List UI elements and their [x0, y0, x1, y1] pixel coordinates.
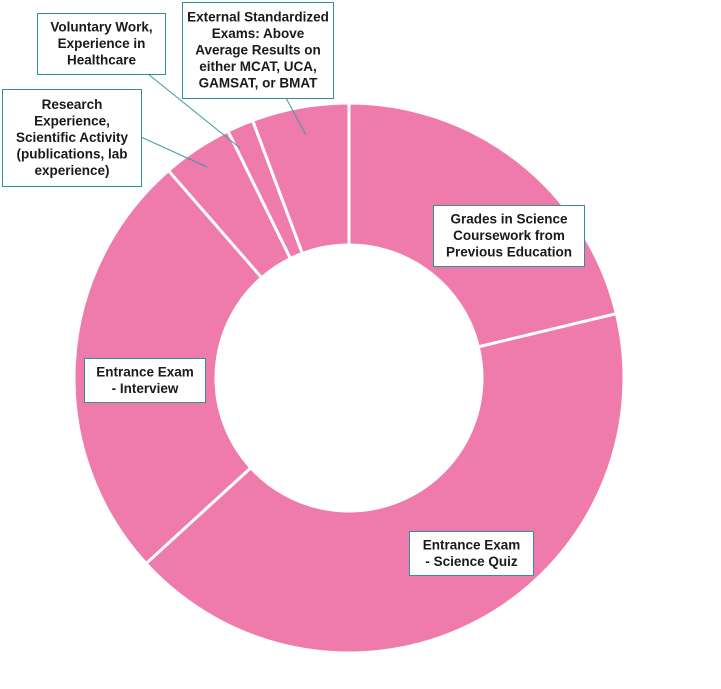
callout-box	[409, 531, 534, 576]
callout-text-line: either MCAT, UCA,	[199, 59, 317, 74]
callout-2: Entrance Exam - Science Quiz	[409, 531, 534, 576]
callout-text-line: experience)	[34, 163, 109, 178]
callout-box	[2, 89, 142, 187]
callout-text-line: Research	[42, 97, 103, 112]
callout-text-line: (publications, lab	[16, 147, 127, 162]
callout-box	[182, 2, 334, 99]
callout-text-line: - Science Quiz	[425, 554, 518, 569]
callout-text-line: Average Results on	[195, 43, 321, 58]
leader-line-5	[147, 73, 241, 149]
callout-text-line: Voluntary Work,	[50, 20, 152, 35]
callout-text-line: Experience,	[34, 114, 110, 129]
callout-text-line: GAMSAT, or BMAT	[199, 76, 318, 91]
callout-4: Research Experience,Scientific Activity (p…	[2, 89, 142, 187]
callout-box	[84, 358, 206, 403]
callout-text-line: Grades in Science	[450, 212, 568, 227]
callout-text-line: Healthcare	[67, 53, 137, 68]
donut-slice-6	[250, 101, 351, 256]
callout-text-line: Entrance Exam	[96, 364, 194, 379]
callout-text-line: - Interview	[112, 381, 179, 396]
callout-text-line: External Standardized	[187, 10, 329, 25]
callout-box	[37, 13, 166, 75]
callout-5: Voluntary Work,Experience in Healthcare	[37, 13, 166, 75]
callout-leader-lines	[140, 73, 307, 168]
callout-3: Entrance Exam - Interview	[84, 358, 206, 403]
callout-text-line: Coursework from	[453, 228, 565, 243]
callout-text-line: Experience in	[58, 36, 146, 51]
leader-line-4	[140, 136, 208, 168]
callout-text-line: Exams: Above	[212, 26, 305, 41]
callout-text-line: Scientific Activity	[16, 130, 129, 145]
leader-line-6	[285, 97, 307, 136]
callout-text-line: Entrance Exam	[423, 537, 521, 552]
callout-text-line: Previous Education	[446, 245, 572, 260]
callout-box	[433, 205, 585, 267]
